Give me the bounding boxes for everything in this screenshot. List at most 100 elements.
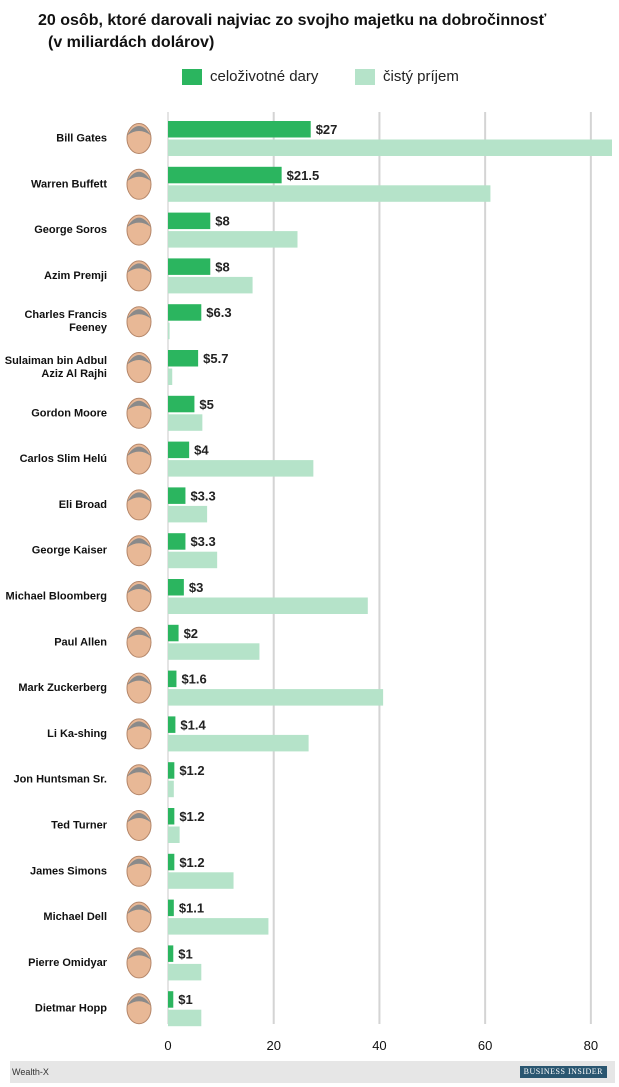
bar-lifetime [168,945,174,962]
data-label: $5 [199,397,213,412]
category-label: Warren Buffett [31,178,107,190]
legend-swatch-lifetime [182,68,202,85]
legend-label-networth: čistý príjem [383,68,459,85]
x-tick-label: 40 [372,1038,386,1053]
avatar [126,168,152,200]
bar-lifetime [168,670,177,688]
chart-title: 20 osôb, ktoré darovali najviac zo svojh… [38,10,608,54]
bar-lifetime [168,350,199,367]
data-label: $1 [178,992,192,1007]
avatar [126,535,152,567]
data-label: $1 [178,946,192,961]
legend-swatch-networth [355,68,375,85]
bar-lifetime [168,258,211,275]
data-label: $8 [215,214,229,229]
category-label: Eli Broad [59,499,107,511]
avatar [126,352,152,383]
avatar [126,397,152,429]
avatar [126,123,152,154]
data-label: $3.3 [190,488,215,503]
category-label: Pierre Omidyar [28,957,108,969]
source-label: Wealth-X [12,1067,49,1077]
bar-networth [168,551,218,569]
category-label: Gordon Moore [31,407,107,419]
category-label: Azim Premji [44,270,107,282]
bar-networth [168,734,309,752]
bar-lifetime [168,579,184,596]
x-tick-label: 0 [164,1038,171,1053]
legend-item-networth: čistý príjem [355,68,459,85]
category-label: Jon Huntsman Sr. [13,774,107,786]
bar-networth [168,231,298,248]
bar-lifetime [168,395,195,413]
data-label: $8 [215,259,229,274]
bar-networth [168,826,180,843]
category-label: Paul Allen [54,636,107,648]
data-label: $1.2 [179,855,204,870]
bar-lifetime [168,853,175,871]
bar-networth [168,368,173,385]
category-label: Li Ka-shing [47,728,107,740]
bar-lifetime [168,121,311,138]
bar-networth [168,505,208,523]
bar-lifetime [168,487,186,504]
avatar [126,489,152,521]
data-label: $1.6 [181,672,206,687]
bar-networth [168,643,260,660]
avatar [126,718,152,750]
avatar [126,901,152,933]
bar-lifetime [168,533,186,550]
bar-networth [168,276,253,294]
x-tick-label: 20 [266,1038,280,1053]
category-label: Dietmar Hopp [35,1003,107,1015]
bar-networth [168,414,203,431]
data-label: $4 [194,443,209,458]
bar-networth [168,460,314,477]
category-label: Bill Gates [56,133,107,145]
bar-lifetime [168,212,211,230]
bar-networth [168,1009,202,1027]
category-label: James Simons [30,865,107,877]
category-label: George Kaiser [32,545,108,557]
bar-networth [168,139,612,156]
avatar [126,214,152,246]
category-label: Carlos Slim Helú [20,453,107,465]
category-label: Michael Bloomberg [6,591,107,603]
brand-logo: BUSINESS INSIDER [519,1066,607,1078]
data-label: $1.4 [180,717,206,732]
footer-bar: Wealth-X BUSINESS INSIDER [10,1061,615,1083]
data-label: $1.1 [179,901,204,916]
avatar [126,306,152,338]
bar-networth [168,780,174,798]
category-label: Sulaiman bin Adbul Aziz Al Rajhi [5,355,107,380]
avatar [126,993,152,1025]
bar-networth [168,597,368,614]
avatar [126,443,152,475]
bar-networth [168,918,269,935]
category-label: Charles Francis Feeney [24,309,107,334]
data-label: $27 [316,122,338,137]
avatar [126,764,152,796]
data-label: $6.3 [206,305,231,320]
chart-title-line2: (v miliardách dolárov) [48,34,215,51]
bar-networth [168,185,491,202]
avatar [126,581,152,612]
bar-lifetime [168,899,174,917]
avatar [126,626,152,658]
bar-lifetime [168,808,175,825]
avatar [126,810,152,841]
legend: celoživotné dary čistý príjem [0,66,619,92]
data-label: $1.2 [179,763,204,778]
x-tick-label: 80 [584,1038,598,1053]
bar-lifetime [168,716,176,733]
bar-networth [168,322,170,340]
category-label: Mark Zuckerberg [18,682,107,694]
category-label: Michael Dell [43,911,107,923]
avatar [126,947,152,979]
data-label: $2 [184,626,198,641]
bar-lifetime [168,304,202,321]
bar-lifetime [168,624,179,642]
bar-networth [168,689,384,706]
bar-lifetime [168,762,175,779]
